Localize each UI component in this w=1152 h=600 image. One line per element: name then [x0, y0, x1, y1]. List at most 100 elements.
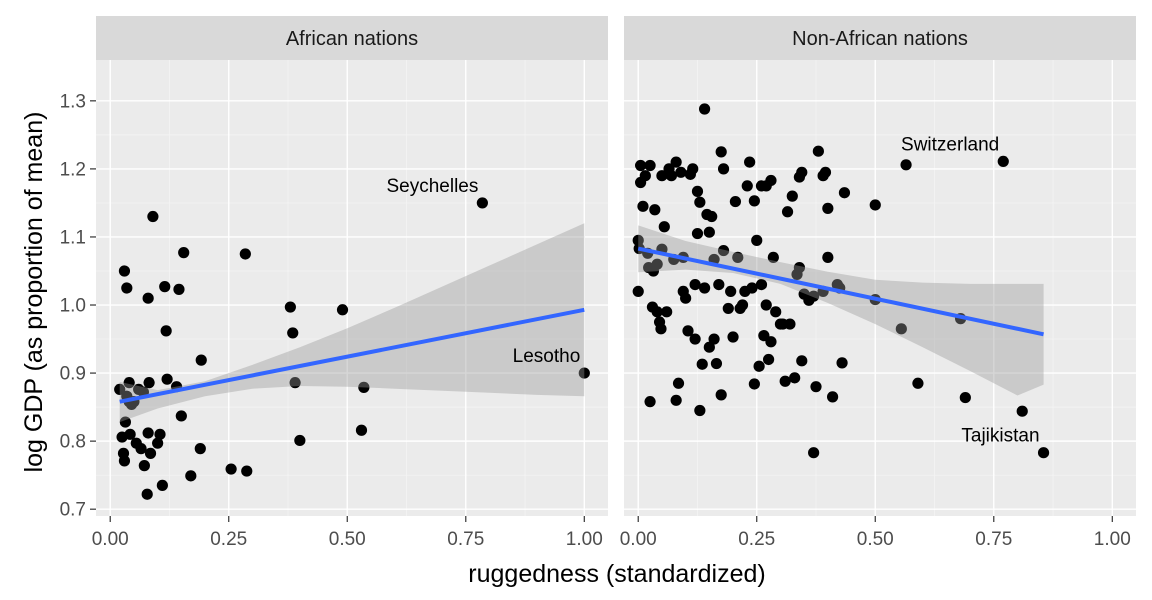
data-point	[826, 391, 839, 403]
data-point	[767, 251, 779, 263]
data-point	[822, 251, 834, 263]
data-point	[751, 234, 763, 246]
data-point	[173, 283, 185, 295]
data-point	[703, 341, 715, 353]
data-point	[762, 353, 775, 366]
data-point	[703, 226, 715, 238]
data-point	[786, 190, 798, 202]
data-point	[284, 301, 296, 313]
data-point	[959, 391, 971, 404]
data-point	[651, 306, 663, 318]
facet-strip-label: Non-African nations	[792, 28, 968, 50]
data-point	[819, 166, 832, 178]
data-point	[649, 204, 661, 216]
data-point	[997, 155, 1009, 168]
data-point	[141, 488, 153, 500]
data-point	[637, 200, 649, 212]
data-point	[632, 285, 644, 298]
data-point	[159, 281, 171, 293]
data-point	[696, 358, 708, 370]
data-point	[195, 354, 207, 366]
data-point	[732, 251, 744, 263]
data-point	[476, 197, 488, 209]
data-point	[144, 447, 157, 459]
data-point	[672, 377, 685, 389]
data-point	[665, 170, 678, 182]
data-point	[710, 357, 723, 370]
data-point	[836, 357, 848, 369]
y-tick-label: 1.1	[60, 227, 86, 248]
data-point	[869, 199, 881, 211]
data-point	[175, 410, 187, 422]
data-point	[760, 299, 772, 311]
data-point	[822, 202, 834, 214]
facet-non-african-nations: Non-African nations Switzerland Tajikistan…	[620, 16, 1136, 550]
data-point	[239, 248, 251, 260]
data-point	[808, 447, 820, 459]
data-point	[634, 159, 647, 172]
data-point	[632, 234, 644, 246]
data-point	[358, 381, 370, 393]
data-point	[746, 282, 758, 294]
data-point	[715, 146, 727, 158]
data-point	[689, 333, 701, 345]
regression-line	[637, 246, 1044, 337]
data-point	[682, 325, 694, 337]
data-point	[670, 156, 682, 168]
data-point	[680, 292, 692, 304]
data-point	[194, 443, 206, 455]
y-axis-title: log GDP (as proportion of mean)	[20, 112, 48, 473]
data-point	[161, 373, 173, 385]
data-point	[708, 333, 720, 345]
data-point	[121, 282, 133, 294]
data-point	[900, 159, 912, 171]
data-point	[694, 196, 706, 208]
data-point	[119, 416, 131, 428]
data-point	[706, 210, 718, 223]
data-point	[691, 185, 704, 197]
data-point	[644, 396, 656, 408]
data-point	[1037, 447, 1050, 459]
y-tick-label: 1.2	[60, 159, 86, 180]
data-point	[1016, 405, 1028, 417]
data-point	[661, 306, 673, 318]
data-point	[796, 355, 808, 367]
data-point	[694, 404, 706, 417]
y-tick-label: 0.9	[60, 364, 86, 385]
data-point	[160, 325, 172, 337]
data-point	[812, 145, 824, 157]
data-point	[717, 244, 730, 257]
data-point	[895, 323, 907, 335]
y-tick-label: 1.0	[60, 296, 86, 317]
data-point	[784, 318, 796, 330]
x-tick-label: 0.75	[975, 529, 1012, 550]
facet-strip	[96, 16, 608, 60]
data-point	[698, 103, 711, 115]
x-tick-label: 0.25	[738, 529, 775, 550]
data-point	[781, 206, 794, 218]
y-tick-label: 0.8	[60, 432, 86, 453]
data-point	[744, 156, 756, 168]
data-point	[698, 282, 711, 294]
data-point	[793, 261, 806, 274]
data-point	[644, 159, 656, 172]
x-axis-title: ruggedness (standardized)	[468, 560, 765, 588]
data-point	[114, 383, 126, 396]
data-point	[715, 389, 727, 401]
data-point	[765, 174, 777, 187]
data-point	[225, 463, 237, 475]
y-tick-label: 1.3	[60, 91, 86, 112]
data-point	[639, 170, 651, 182]
data-point	[808, 290, 820, 302]
data-point	[152, 437, 164, 449]
data-point	[138, 460, 150, 472]
data-point	[118, 455, 131, 467]
data-point	[789, 372, 801, 384]
data-point	[178, 247, 190, 259]
data-point	[143, 377, 155, 389]
data-point	[689, 278, 701, 291]
data-point	[770, 306, 782, 318]
data-point	[725, 285, 737, 298]
facet-strip	[624, 16, 1136, 60]
